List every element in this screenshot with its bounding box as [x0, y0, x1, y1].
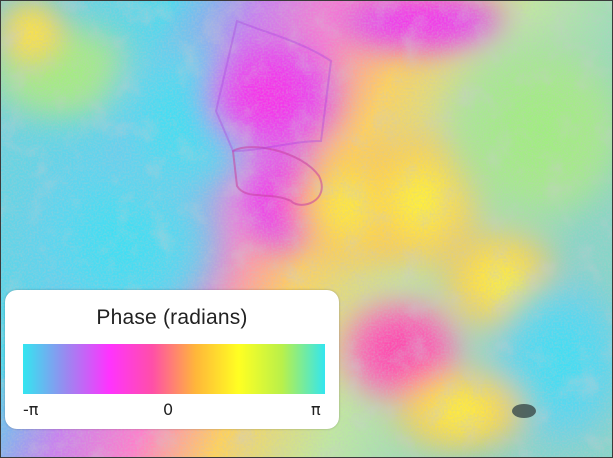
legend-title: Phase (radians): [96, 306, 248, 329]
colorbar-tick-max: π: [311, 400, 321, 419]
phase-legend: Phase (radians) -π 0 π: [5, 290, 339, 429]
colorbar-tick-min: -π: [23, 400, 39, 419]
colorbar-tick-zero: 0: [163, 400, 174, 419]
phase-colorbar: [23, 344, 325, 394]
